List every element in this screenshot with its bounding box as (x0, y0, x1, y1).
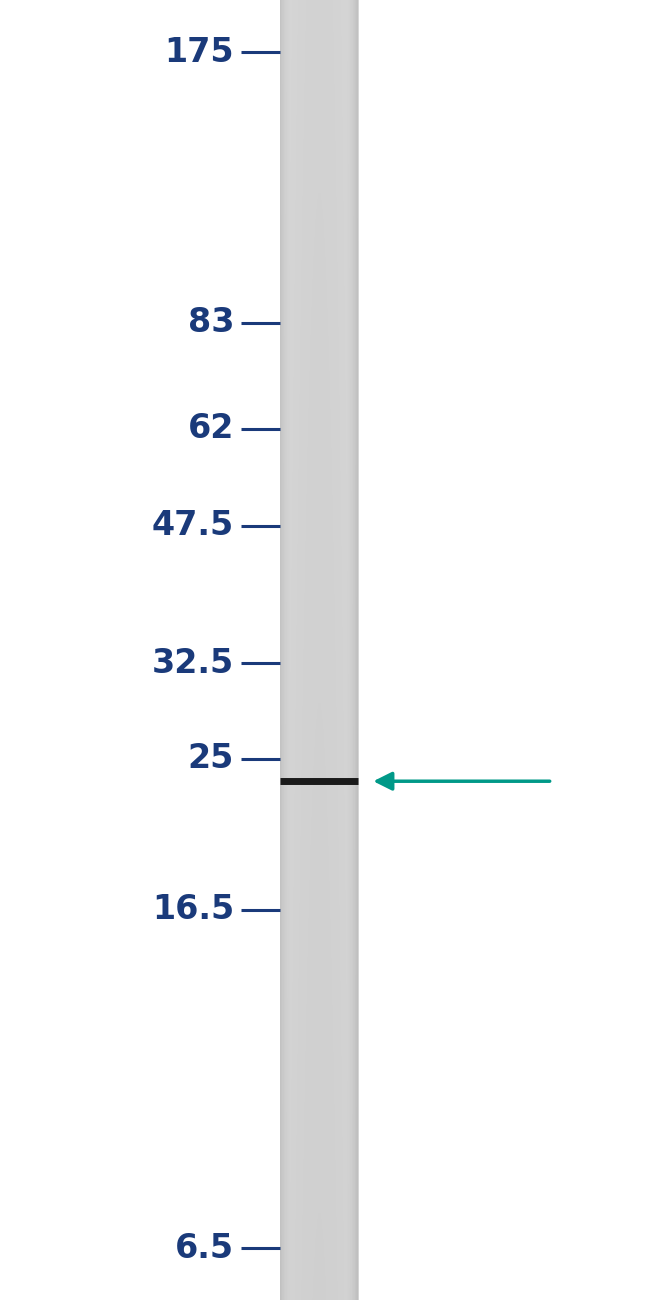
Text: 62: 62 (188, 412, 234, 446)
Text: 16.5: 16.5 (151, 893, 234, 926)
Text: 25: 25 (188, 742, 234, 775)
Text: 47.5: 47.5 (151, 510, 234, 542)
Text: 83: 83 (187, 307, 234, 339)
Text: 175: 175 (164, 35, 234, 69)
Text: 6.5: 6.5 (175, 1231, 234, 1265)
Text: 32.5: 32.5 (151, 647, 234, 680)
